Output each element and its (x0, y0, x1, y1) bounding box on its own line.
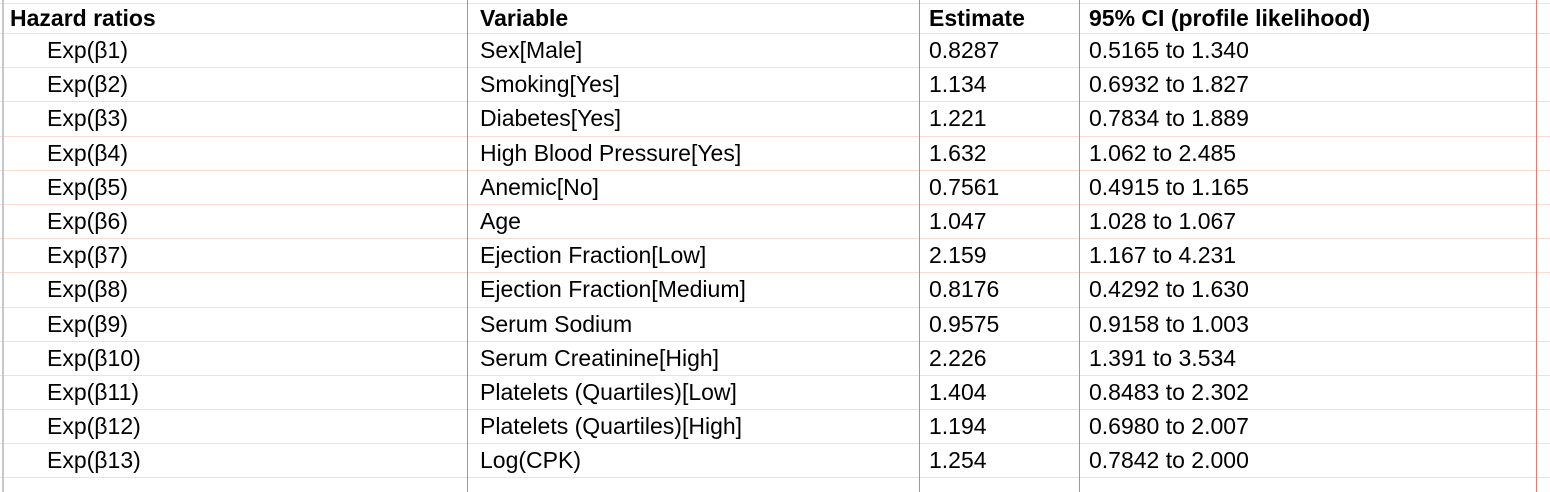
column-header-hazard-ratios: Hazard ratios (10, 5, 156, 31)
ci-cell: 0.7834 to 1.889 (1089, 105, 1249, 132)
table-row: Exp(β5) Anemic[No] 0.7561 0.4915 to 1.16… (0, 171, 1550, 205)
estimate-cell: 1.047 (929, 208, 987, 235)
table-row: Exp(β8) Ejection Fraction[Medium] 0.8176… (0, 273, 1550, 308)
variable-cell: High Blood Pressure[Yes] (480, 139, 742, 166)
estimate-cell: 0.8176 (929, 276, 1000, 303)
table-row: Exp(β13) Log(CPK) 1.254 0.7842 to 2.000 (0, 444, 1550, 479)
ci-cell: 0.4915 to 1.165 (1089, 173, 1249, 200)
estimate-cell: 0.7561 (929, 173, 1000, 200)
hazard-ratio-cell: Exp(β10) (47, 344, 141, 371)
variable-cell: Ejection Fraction[Low] (480, 242, 707, 269)
hazard-ratio-cell: Exp(β3) (47, 105, 128, 132)
table-row: Exp(β6) Age 1.047 1.028 to 1.067 (0, 205, 1550, 240)
ci-cell: 0.6980 to 2.007 (1089, 413, 1249, 440)
hazard-ratio-cell: Exp(β5) (47, 173, 128, 200)
table-row: Exp(β12) Platelets (Quartiles)[High] 1.1… (0, 410, 1550, 445)
estimate-cell: 1.254 (929, 447, 987, 474)
table-body: Hazard ratios Variable Estimate 95% CI (… (0, 0, 1550, 479)
table-row: Exp(β4) High Blood Pressure[Yes] 1.632 1… (0, 137, 1550, 171)
hazard-ratio-cell: Exp(β9) (47, 310, 128, 337)
hazard-ratio-cell: Exp(β11) (47, 378, 140, 405)
hazard-ratio-cell: Exp(β4) (47, 139, 128, 166)
table-row: Exp(β3) Diabetes[Yes] 1.221 0.7834 to 1.… (0, 102, 1550, 137)
estimate-cell: 0.9575 (929, 310, 1000, 337)
estimate-cell: 0.8287 (929, 37, 1000, 64)
ci-cell: 1.391 to 3.534 (1089, 344, 1237, 371)
estimate-cell: 1.134 (929, 71, 987, 98)
variable-cell: Serum Creatinine[High] (480, 344, 720, 371)
ci-cell: 1.062 to 2.485 (1089, 139, 1237, 166)
variable-cell: Anemic[No] (480, 173, 599, 200)
ci-cell: 0.4292 to 1.630 (1089, 276, 1249, 303)
table-row: Exp(β7) Ejection Fraction[Low] 2.159 1.1… (0, 239, 1550, 274)
variable-cell: Platelets (Quartiles)[High] (480, 413, 743, 440)
table-header-row: Hazard ratios Variable Estimate 95% CI (… (0, 4, 1550, 34)
table-row: Exp(β2) Smoking[Yes] 1.134 0.6932 to 1.8… (0, 68, 1550, 103)
hazard-ratio-cell: Exp(β8) (47, 276, 128, 303)
hazard-ratio-cell: Exp(β1) (47, 37, 128, 64)
estimate-cell: 1.194 (929, 413, 987, 440)
ci-cell: 1.167 to 4.231 (1089, 242, 1237, 269)
hazard-ratio-cell: Exp(β12) (47, 413, 141, 440)
variable-cell: Serum Sodium (480, 310, 633, 337)
ci-cell: 1.028 to 1.067 (1089, 208, 1237, 235)
estimate-cell: 1.404 (929, 378, 987, 405)
table-row: Exp(β1) Sex[Male] 0.8287 0.5165 to 1.340 (0, 34, 1550, 69)
estimate-cell: 2.226 (929, 344, 987, 371)
variable-cell: Sex[Male] (480, 37, 583, 64)
hazard-ratio-cell: Exp(β7) (47, 242, 128, 269)
hazard-ratio-cell: Exp(β2) (47, 71, 128, 98)
column-header-ci: 95% CI (profile likelihood) (1089, 5, 1371, 31)
estimate-cell: 2.159 (929, 242, 987, 269)
variable-cell: Platelets (Quartiles)[Low] (480, 378, 737, 405)
hazard-ratio-cell: Exp(β6) (47, 208, 128, 235)
top-row-sliver (0, 0, 1550, 4)
table-row: Exp(β9) Serum Sodium 0.9575 0.9158 to 1.… (0, 308, 1550, 342)
variable-cell: Ejection Fraction[Medium] (480, 276, 746, 303)
estimate-cell: 1.221 (929, 105, 987, 132)
ci-cell: 0.8483 to 2.302 (1089, 378, 1249, 405)
hazard-ratio-cell: Exp(β13) (47, 447, 141, 474)
ci-cell: 0.9158 to 1.003 (1089, 310, 1249, 337)
variable-cell: Age (480, 208, 521, 235)
estimate-cell: 1.632 (929, 139, 987, 166)
ci-cell: 0.6932 to 1.827 (1089, 71, 1249, 98)
table-row: Exp(β10) Serum Creatinine[High] 2.226 1.… (0, 342, 1550, 376)
column-header-estimate: Estimate (929, 5, 1025, 31)
variable-cell: Smoking[Yes] (480, 71, 620, 98)
variable-cell: Diabetes[Yes] (480, 105, 622, 132)
ci-cell: 0.5165 to 1.340 (1089, 37, 1249, 64)
column-header-variable: Variable (480, 5, 569, 31)
table-row: Exp(β11) Platelets (Quartiles)[Low] 1.40… (0, 376, 1550, 411)
variable-cell: Log(CPK) (480, 447, 581, 474)
ci-cell: 0.7842 to 2.000 (1089, 447, 1249, 474)
